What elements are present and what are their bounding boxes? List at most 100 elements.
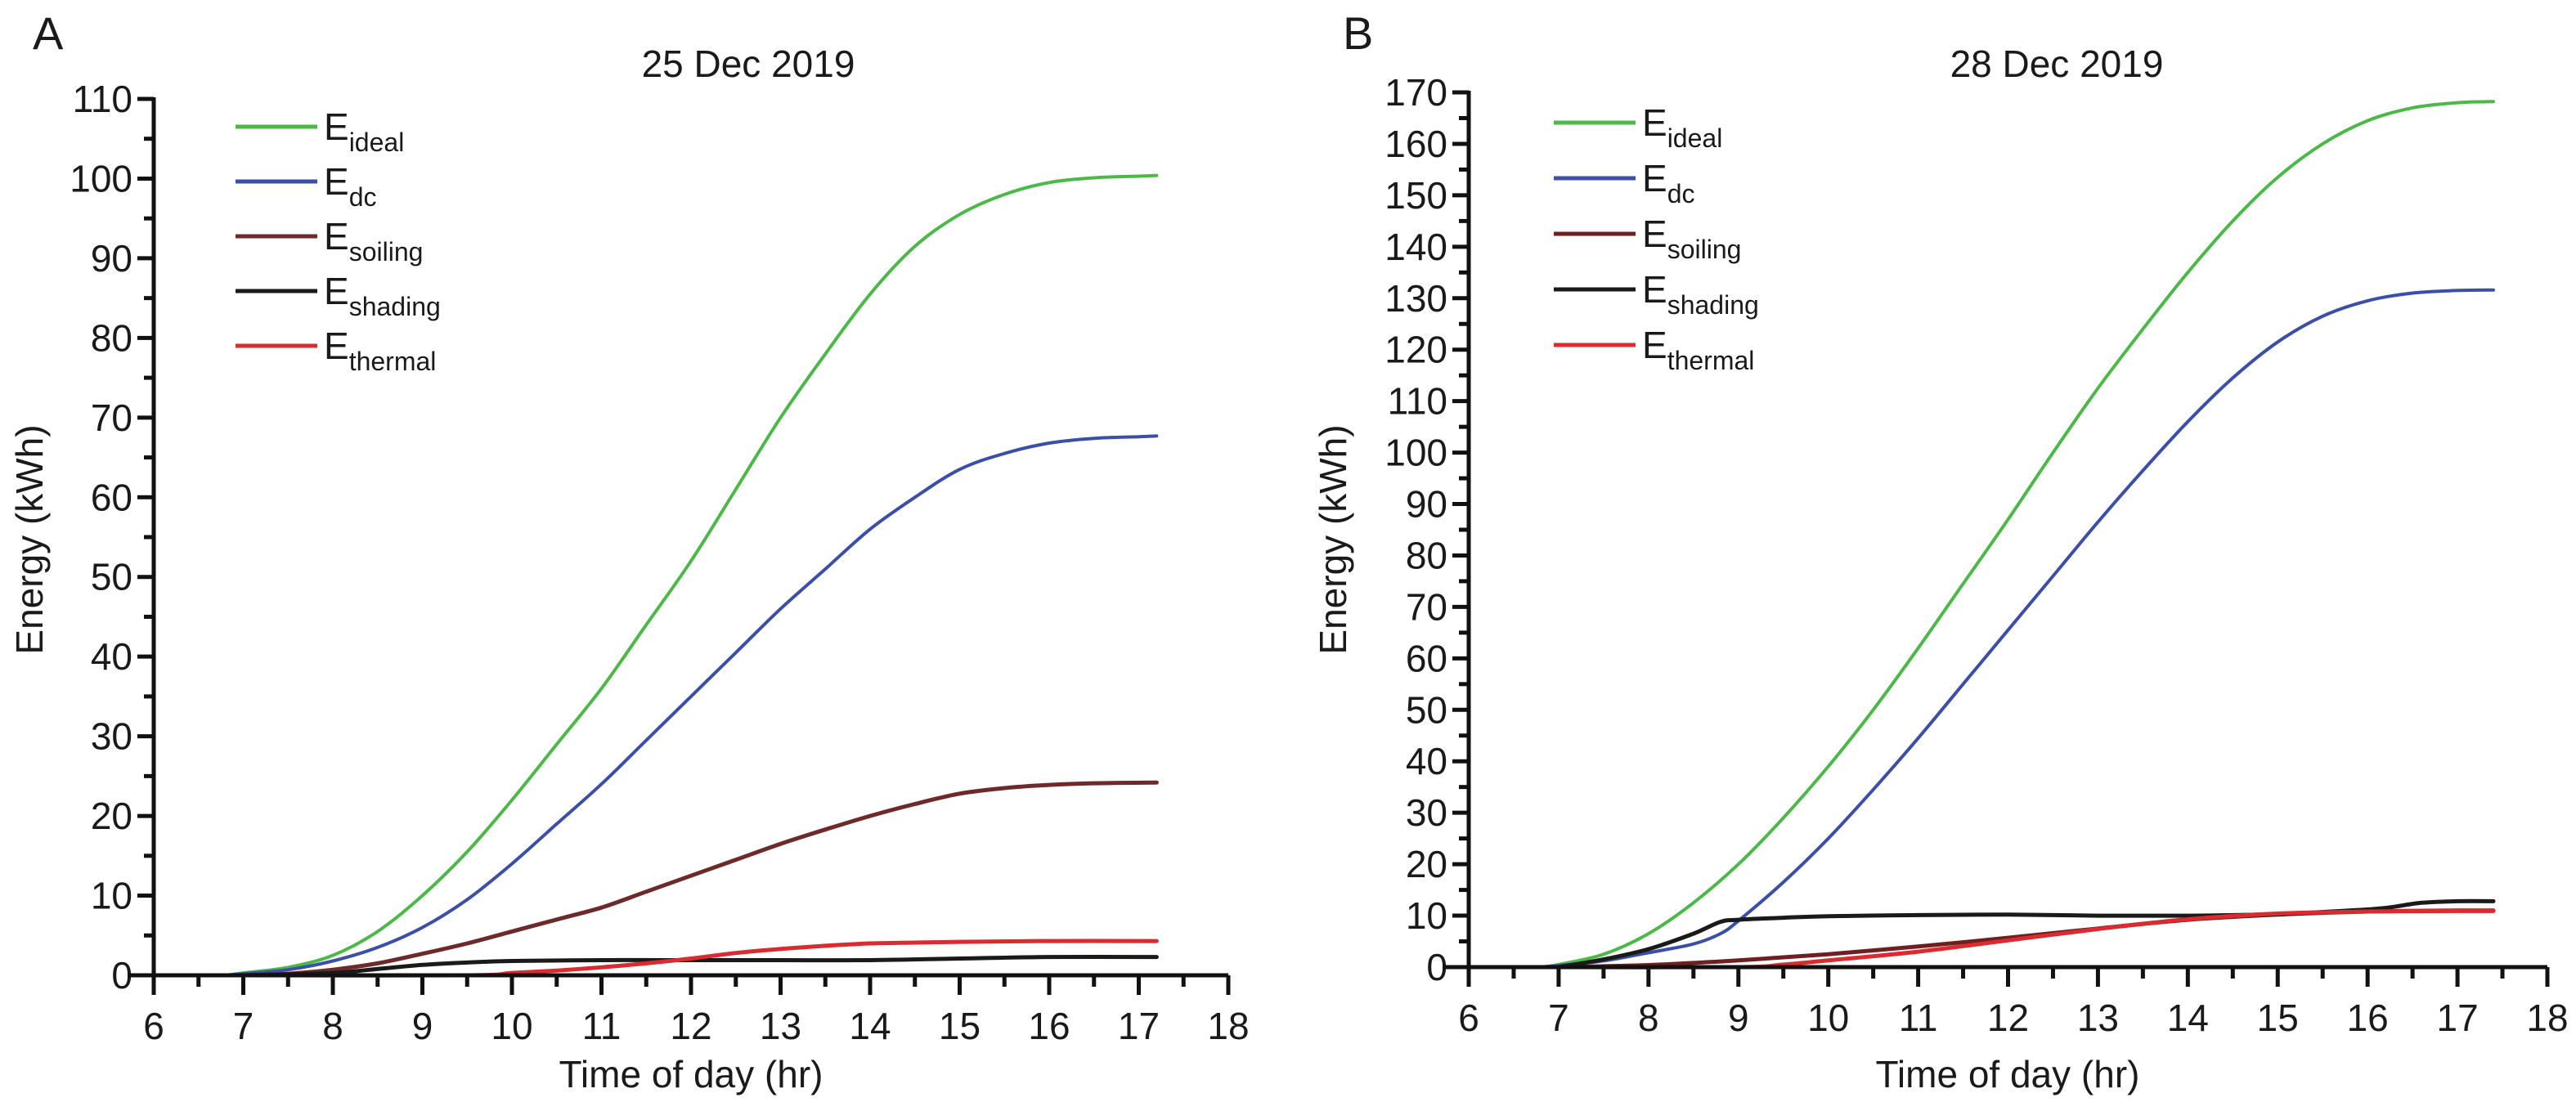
axis-ticks: 6 7 8 9 10 11 12 13 14 15 16 17 18010203040506070809… [1384,71,2568,1039]
y-tick-label: 50 [1406,688,1447,731]
x-tick-label: 16 [2347,997,2389,1039]
series-line-dc [223,434,1159,977]
x-tick-label: 17 [1118,1005,1160,1047]
y-tick-label: 90 [91,237,132,280]
y-tick-label: 120 [1384,329,1447,371]
series-line-dc [1538,288,2495,969]
legend-label-subscript: soiling [349,237,424,267]
y-tick-label: 40 [91,635,132,678]
x-axis-title: Time of day (hr) [1876,1053,2140,1095]
x-tick-label: 8 [322,1005,343,1047]
series-line-shading [241,954,1159,978]
x-tick-label: 11 [1899,997,1938,1039]
series-line-shading [1556,898,2496,970]
y-tick-label: 110 [73,78,132,120]
series-line-ideal [1538,100,2495,969]
axes [1443,91,2547,970]
y-tick-label: 80 [91,316,132,359]
series-lines [223,173,1159,978]
legend-label: Eideal [1642,101,1722,153]
x-tick-label: 15 [939,1005,981,1047]
legend-label-subscript: thermal [349,347,437,376]
legend-label: Ethermal [1642,324,1754,375]
y-axis-title: Energy (kWh) [8,424,51,654]
legend-item-dc: Edc [1554,157,1694,208]
y-tick-label: 130 [1384,277,1447,320]
y-tick-label: 20 [91,795,132,837]
legend-label-subscript: dc [1667,179,1695,208]
legend-label-subscript: ideal [349,128,405,157]
x-tick-label: 18 [1207,1005,1249,1047]
legend-label-subscript: shading [1667,290,1759,320]
y-tick-label: 60 [1406,637,1447,679]
y-tick-label: 110 [1388,380,1447,423]
legend-item-soiling: Esoiling [236,215,423,267]
chart-title: 28 Dec 2019 [1950,43,2164,85]
y-tick-label: 20 [1406,843,1447,885]
legend-label: Eshading [324,270,441,321]
legend-label: Esoiling [324,215,423,267]
x-tick-label: 14 [849,1005,891,1047]
panel-b: B 28 Dec 2019 Energy (kWh) Time of day (… [1312,7,2569,1095]
legend-item-dc: Edc [236,160,376,212]
x-axis-title: Time of day (hr) [559,1053,824,1095]
legend-item-shading: Eshading [236,270,441,321]
legend-item-ideal: Eideal [236,105,404,157]
legend-item-ideal: Eideal [1554,101,1722,153]
y-tick-label: 80 [1406,534,1447,576]
x-tick-label: 13 [760,1005,801,1047]
y-tick-label: 10 [1406,894,1447,937]
legend-label-subscript: thermal [1667,346,1755,375]
series-line-thermal [1556,908,2496,970]
y-tick-label: 100 [70,157,132,199]
y-tick-label: 60 [91,476,132,518]
y-tick-label: 100 [1384,432,1447,474]
legend-label: Edc [324,160,376,212]
legend-label: Edc [1642,157,1694,208]
y-axis-title: Energy (kWh) [1312,424,1354,654]
series-line-soiling [241,780,1159,978]
x-tick-label: 12 [670,1005,711,1047]
legend-label: Eideal [324,105,404,157]
y-tick-label: 150 [1384,174,1447,217]
panel-a: A 25 Dec 2019 Energy (kWh) Time of day (… [8,7,1250,1095]
x-tick-label: 8 [1638,997,1659,1039]
y-tick-label: 50 [91,556,132,598]
x-tick-label: 11 [582,1005,622,1047]
y-tick-label: 70 [91,396,132,439]
y-tick-label: 30 [91,715,132,758]
legend-item-soiling: Esoiling [1554,213,1741,264]
y-tick-label: 40 [1406,740,1447,782]
legend-item-thermal: Ethermal [236,325,436,376]
x-tick-label: 15 [2257,997,2299,1039]
legend-label-subscript: shading [349,292,441,321]
series-line-ideal [223,173,1159,977]
legend-label: Eshading [1642,268,1759,320]
legend-item-thermal: Ethermal [1554,324,1754,375]
x-tick-label: 9 [412,1005,433,1047]
y-tick-label: 10 [91,875,132,917]
axis-ticks: 6 7 8 9 10 11 12 13 14 15 16 17 18010203040506070809… [70,78,1249,1047]
legend-label: Ethermal [324,325,436,376]
x-tick-label: 10 [1807,997,1849,1039]
x-tick-label: 12 [1987,997,2029,1039]
x-tick-label: 7 [1548,997,1569,1039]
legend-label-subscript: soiling [1667,235,1742,264]
legend-label: Esoiling [1642,213,1741,264]
panel-label: A [33,7,64,59]
y-tick-label: 170 [1384,71,1447,114]
x-tick-label: 17 [2436,997,2478,1039]
y-tick-label: 30 [1406,791,1447,834]
x-tick-label: 9 [1728,997,1749,1039]
x-tick-label: 10 [491,1005,532,1047]
y-tick-label: 160 [1384,123,1447,165]
y-tick-label: 70 [1406,585,1447,628]
x-tick-label: 7 [233,1005,254,1047]
axes [128,97,1228,978]
x-tick-label: 16 [1028,1005,1070,1047]
y-tick-label: 140 [1384,226,1447,268]
chart-title: 25 Dec 2019 [642,43,855,85]
